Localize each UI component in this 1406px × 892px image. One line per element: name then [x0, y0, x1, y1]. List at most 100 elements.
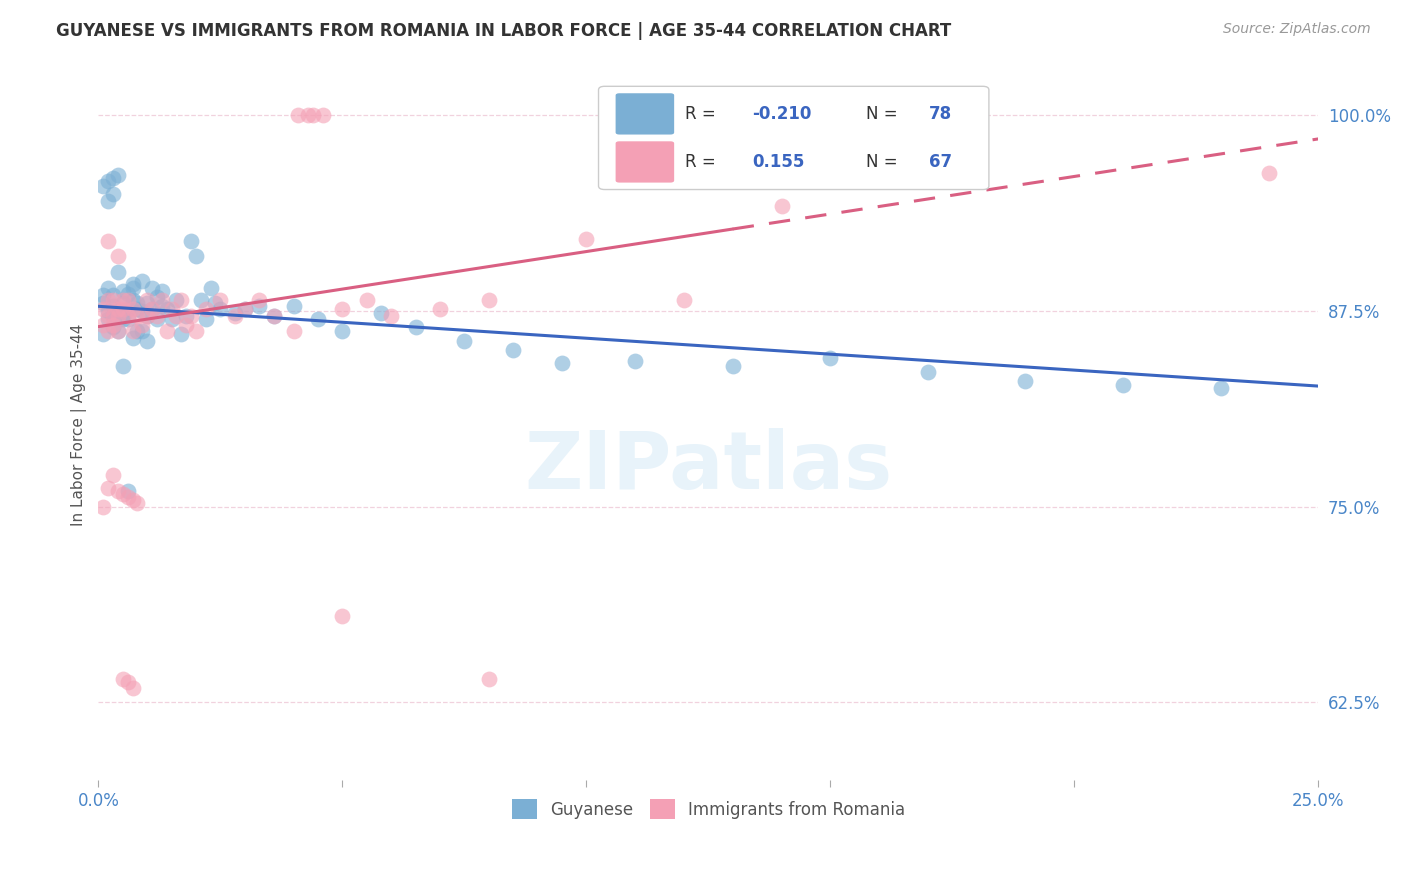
Point — [107, 249, 129, 263]
Point — [107, 304, 129, 318]
Point — [453, 334, 475, 348]
Point — [121, 681, 143, 695]
Point — [111, 672, 134, 686]
FancyBboxPatch shape — [616, 94, 673, 135]
Point — [190, 293, 212, 307]
Point — [101, 309, 124, 323]
Point — [107, 265, 129, 279]
Point — [356, 293, 378, 307]
Text: N =: N = — [866, 105, 903, 123]
Point — [820, 351, 842, 365]
Point — [97, 234, 120, 248]
Point — [97, 304, 120, 318]
Point — [91, 178, 114, 193]
Point — [141, 280, 163, 294]
Text: 67: 67 — [929, 153, 952, 171]
Point — [302, 108, 325, 122]
Point — [502, 343, 524, 357]
Point — [180, 234, 202, 248]
Point — [117, 674, 139, 689]
Point — [131, 274, 153, 288]
Point — [146, 309, 169, 323]
Point — [312, 108, 335, 122]
Point — [370, 305, 392, 319]
Point — [141, 302, 163, 317]
Point — [101, 318, 124, 332]
Point — [101, 171, 124, 186]
Point — [283, 324, 305, 338]
Point — [111, 293, 134, 307]
Point — [263, 309, 285, 323]
Point — [224, 309, 246, 323]
Point — [121, 324, 143, 338]
Point — [131, 304, 153, 318]
Point — [91, 288, 114, 302]
Point — [97, 174, 120, 188]
Point — [111, 487, 134, 501]
Point — [101, 293, 124, 307]
Text: ZIPatlas: ZIPatlas — [524, 428, 893, 506]
Point — [127, 496, 149, 510]
Point — [551, 356, 574, 370]
Point — [297, 108, 319, 122]
Point — [156, 324, 179, 338]
Point — [330, 324, 353, 338]
Text: 78: 78 — [929, 105, 952, 123]
Point — [101, 319, 124, 334]
Point — [131, 318, 153, 332]
Point — [170, 327, 193, 342]
Point — [97, 293, 120, 307]
Point — [117, 490, 139, 504]
Point — [1014, 375, 1036, 389]
Point — [184, 324, 207, 338]
Point — [111, 302, 134, 317]
Point — [150, 293, 173, 307]
Point — [127, 309, 149, 323]
Point — [107, 324, 129, 338]
Point — [127, 324, 149, 338]
FancyBboxPatch shape — [616, 141, 673, 183]
Point — [97, 194, 120, 209]
Point — [184, 249, 207, 263]
Point — [330, 609, 353, 624]
Point — [121, 493, 143, 508]
Text: Source: ZipAtlas.com: Source: ZipAtlas.com — [1223, 22, 1371, 37]
Point — [146, 311, 169, 326]
Point — [121, 277, 143, 292]
Point — [247, 299, 270, 313]
Point — [97, 481, 120, 495]
Point — [111, 309, 134, 323]
FancyBboxPatch shape — [599, 87, 988, 189]
Point — [224, 305, 246, 319]
Point — [136, 293, 159, 307]
Point — [91, 327, 114, 342]
Point — [141, 302, 163, 317]
Point — [121, 280, 143, 294]
Point — [1258, 166, 1281, 180]
Point — [91, 296, 114, 310]
Point — [307, 311, 329, 326]
Point — [330, 302, 353, 317]
Point — [209, 293, 232, 307]
Point — [136, 309, 159, 323]
Point — [117, 309, 139, 323]
Text: 0.155: 0.155 — [752, 153, 804, 171]
Point — [101, 288, 124, 302]
Point — [101, 299, 124, 313]
Point — [131, 324, 153, 338]
Point — [174, 309, 197, 323]
Point — [117, 293, 139, 307]
Point — [121, 293, 143, 307]
Point — [111, 311, 134, 326]
Point — [575, 232, 598, 246]
Point — [117, 483, 139, 498]
Point — [194, 302, 217, 317]
Point — [136, 309, 159, 323]
Point — [160, 311, 183, 326]
Y-axis label: In Labor Force | Age 35-44: In Labor Force | Age 35-44 — [72, 323, 87, 525]
Point — [107, 309, 129, 323]
Point — [1209, 381, 1232, 395]
Text: R =: R = — [685, 153, 727, 171]
Point — [165, 293, 187, 307]
Point — [380, 309, 402, 323]
